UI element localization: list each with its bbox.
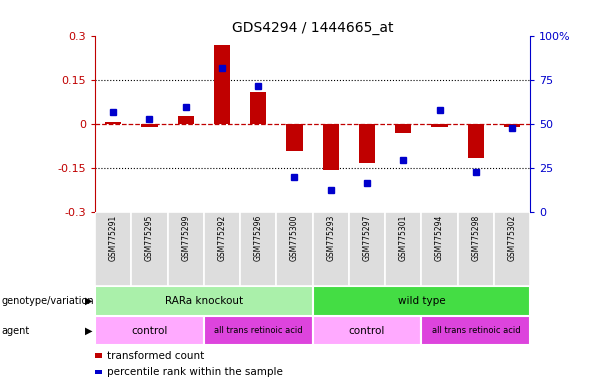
Text: GSM775302: GSM775302 (508, 215, 517, 261)
Text: percentile rank within the sample: percentile rank within the sample (107, 367, 283, 377)
Text: genotype/variation: genotype/variation (2, 296, 94, 306)
Text: GSM775298: GSM775298 (471, 215, 481, 261)
Bar (167, 212, 204, 286)
Bar (286, 124, 303, 151)
Text: ▶: ▶ (85, 296, 92, 306)
Bar (204, 212, 240, 286)
Bar (349, 212, 385, 286)
Text: all trans retinoic acid: all trans retinoic acid (214, 326, 303, 335)
Bar (95, 316, 204, 346)
Title: GDS4294 / 1444665_at: GDS4294 / 1444665_at (232, 22, 394, 35)
Text: wild type: wild type (398, 296, 445, 306)
Bar (395, 124, 411, 133)
Bar (313, 316, 422, 346)
Bar (141, 124, 158, 127)
Text: RARa knockout: RARa knockout (165, 296, 243, 306)
Text: GSM775300: GSM775300 (290, 215, 299, 261)
Text: GSM775293: GSM775293 (326, 215, 335, 261)
Text: transformed count: transformed count (107, 351, 205, 361)
Bar (131, 212, 167, 286)
Bar (178, 116, 194, 124)
Text: GSM775297: GSM775297 (362, 215, 371, 261)
Bar (95, 286, 313, 316)
Text: GSM775301: GSM775301 (399, 215, 408, 261)
Bar (504, 124, 520, 127)
Bar (214, 45, 230, 124)
Text: GSM775295: GSM775295 (145, 215, 154, 261)
Text: GSM775292: GSM775292 (218, 215, 226, 261)
Bar (313, 212, 349, 286)
Text: control: control (349, 326, 385, 336)
Bar (105, 121, 121, 124)
Bar (422, 212, 458, 286)
Bar (95, 212, 131, 286)
Bar (204, 316, 313, 346)
Bar (458, 212, 494, 286)
Bar (276, 212, 313, 286)
Text: GSM775291: GSM775291 (109, 215, 118, 261)
Bar (359, 124, 375, 162)
Text: ▶: ▶ (85, 326, 92, 336)
Bar (250, 92, 267, 124)
Text: GSM775296: GSM775296 (254, 215, 263, 261)
Bar (385, 212, 421, 286)
Text: all trans retinoic acid: all trans retinoic acid (432, 326, 520, 335)
Bar (322, 124, 339, 170)
Bar (240, 212, 276, 286)
Text: GSM775294: GSM775294 (435, 215, 444, 261)
Text: control: control (131, 326, 167, 336)
Bar (432, 124, 447, 127)
Bar (313, 286, 530, 316)
Bar (468, 124, 484, 158)
Text: GSM775299: GSM775299 (181, 215, 190, 261)
Text: agent: agent (2, 326, 30, 336)
Bar (422, 316, 530, 346)
Bar (494, 212, 530, 286)
